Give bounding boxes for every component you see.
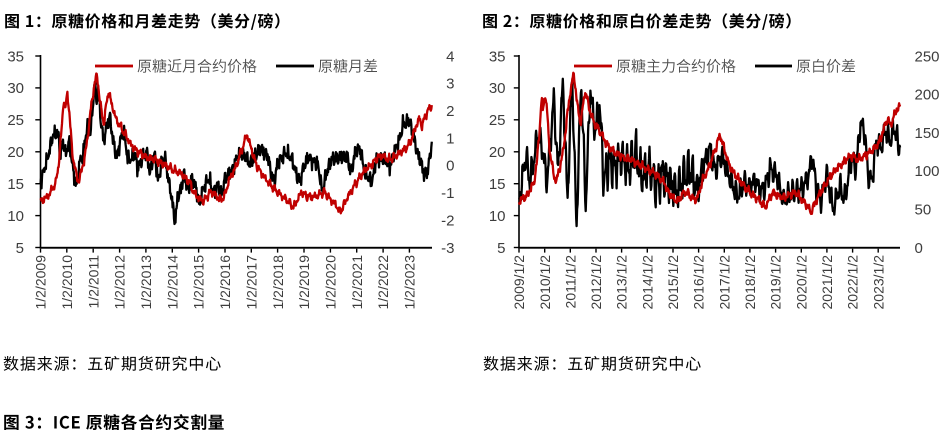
svg-text:30: 30 [489,80,506,97]
svg-text:-2: -2 [441,212,454,229]
svg-text:2021/1/2: 2021/1/2 [819,255,835,310]
svg-text:50: 50 [915,202,932,219]
svg-text:2015/1/2: 2015/1/2 [665,255,681,310]
svg-text:2: 2 [446,103,454,120]
svg-text:1/2/2022: 1/2/2022 [375,255,391,310]
svg-text:20: 20 [7,144,24,161]
svg-text:1/2/2020: 1/2/2020 [323,255,339,310]
svg-text:0: 0 [915,240,923,257]
svg-text:1/2/2014: 1/2/2014 [164,255,180,310]
svg-text:1/2/2015: 1/2/2015 [191,255,207,310]
svg-text:2010/1/2: 2010/1/2 [537,255,553,310]
svg-text:1/2/2021: 1/2/2021 [349,255,365,310]
svg-text:5: 5 [16,240,24,257]
svg-text:150: 150 [915,125,940,142]
svg-text:5: 5 [497,240,505,257]
svg-text:200: 200 [915,87,940,104]
svg-text:2013/1/2: 2013/1/2 [614,255,630,310]
svg-text:0: 0 [446,158,454,175]
svg-text:1/2/2018: 1/2/2018 [270,255,286,310]
svg-text:4: 4 [446,48,454,65]
svg-text:1/2/2010: 1/2/2010 [59,255,75,310]
svg-text:30: 30 [7,80,24,97]
svg-text:2009/1/2: 2009/1/2 [511,255,527,310]
svg-text:1/2/2012: 1/2/2012 [112,255,128,310]
svg-text:100: 100 [915,163,940,180]
svg-text:-3: -3 [441,240,454,257]
svg-text:1/2/2013: 1/2/2013 [138,255,154,310]
svg-text:250: 250 [915,48,940,65]
svg-text:1/2/2009: 1/2/2009 [33,255,49,310]
svg-text:2016/1/2: 2016/1/2 [691,255,707,310]
svg-text:2020/1/2: 2020/1/2 [793,255,809,310]
svg-text:1/2/2017: 1/2/2017 [243,255,259,310]
svg-text:10: 10 [7,208,24,225]
svg-text:20: 20 [489,144,506,161]
svg-text:35: 35 [489,48,506,65]
svg-text:25: 25 [7,112,24,129]
svg-text:25: 25 [489,112,506,129]
svg-text:2022/1/2: 2022/1/2 [845,255,861,310]
svg-text:35: 35 [7,48,24,65]
svg-text:2014/1/2: 2014/1/2 [639,255,655,310]
svg-text:1/2/2023: 1/2/2023 [402,255,418,310]
svg-text:15: 15 [7,176,24,193]
svg-text:3: 3 [446,76,454,93]
svg-text:1/2/2016: 1/2/2016 [217,255,233,310]
svg-text:1/2/2019: 1/2/2019 [296,255,312,310]
svg-text:1/2/2011: 1/2/2011 [85,255,101,309]
svg-text:2018/1/2: 2018/1/2 [742,255,758,310]
svg-text:-1: -1 [441,185,454,202]
svg-text:10: 10 [489,208,506,225]
svg-text:2011/1/2: 2011/1/2 [562,255,578,309]
svg-text:2017/1/2: 2017/1/2 [716,255,732,310]
svg-text:1: 1 [446,130,454,147]
svg-text:2023/1/2: 2023/1/2 [870,255,886,310]
svg-text:2019/1/2: 2019/1/2 [768,255,784,310]
svg-text:2012/1/2: 2012/1/2 [588,255,604,310]
svg-text:15: 15 [489,176,506,193]
